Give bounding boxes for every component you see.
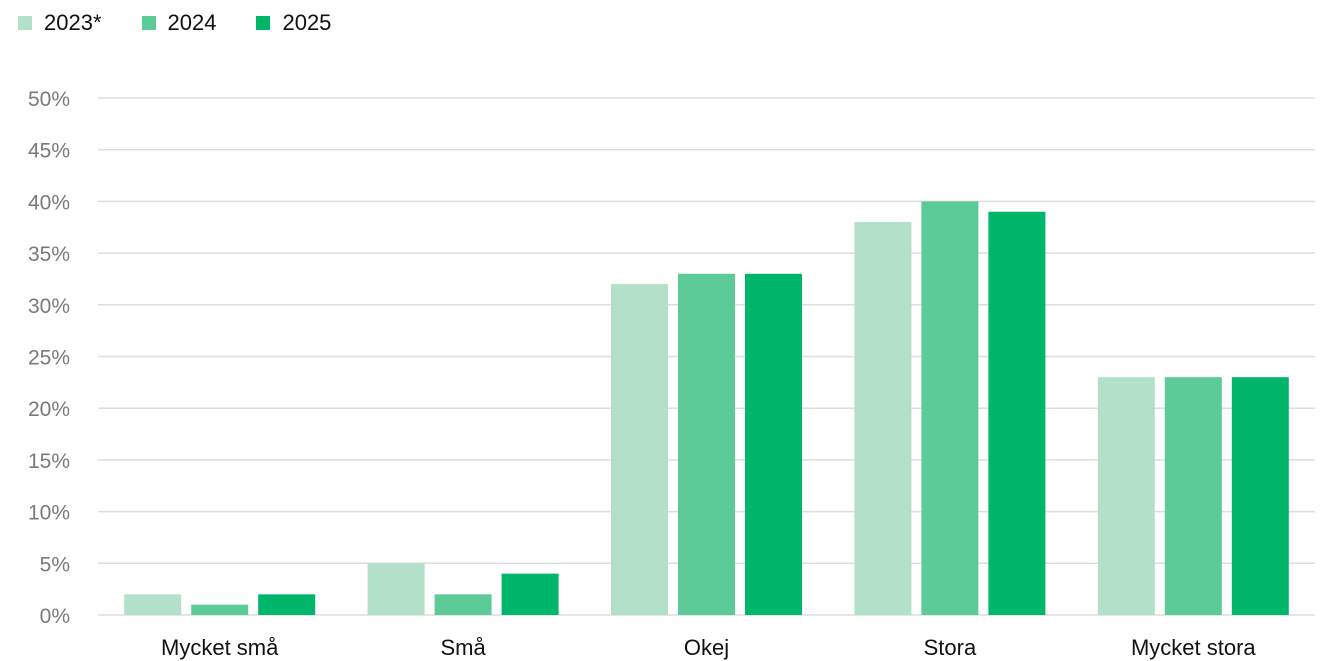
legend-swatch-2025 xyxy=(256,16,271,30)
y-tick-label: 25% xyxy=(28,347,70,370)
y-tick-label: 15% xyxy=(28,450,70,473)
legend-swatch-2024 xyxy=(141,16,156,30)
legend-item-2025: 2025 xyxy=(256,10,331,36)
bar xyxy=(854,222,912,615)
bars xyxy=(124,201,1289,616)
y-tick-label: 50% xyxy=(28,88,70,111)
y-tick-label: 35% xyxy=(28,243,70,266)
bar xyxy=(678,273,735,615)
bar xyxy=(1231,377,1289,615)
x-axis: Mycket små Små Okej Stora Mycket stora xyxy=(161,635,1256,660)
bar xyxy=(745,273,802,615)
legend-item-2023: 2023* xyxy=(18,10,102,36)
x-category-label: Okej xyxy=(684,635,729,660)
bar xyxy=(191,604,249,615)
legend-label-2024: 2024 xyxy=(167,10,217,35)
bar xyxy=(434,594,492,615)
y-tick-label: 10% xyxy=(28,502,70,525)
legend-swatch-2023 xyxy=(18,16,32,30)
x-category-label: Mycket stora xyxy=(1131,635,1256,660)
y-tick-label: 0% xyxy=(40,605,70,628)
legend-item-2024: 2024 xyxy=(141,10,217,36)
bar xyxy=(367,563,425,615)
legend-label-2023: 2023* xyxy=(44,10,102,35)
bar xyxy=(988,211,1046,616)
bar xyxy=(611,284,668,615)
x-category-label: Mycket små xyxy=(161,635,279,660)
legend-label-2025: 2025 xyxy=(282,10,332,35)
legend: 2023* 2024 2025 xyxy=(18,10,371,36)
y-tick-label: 5% xyxy=(40,553,70,576)
x-category-label: Små xyxy=(440,635,486,660)
bar xyxy=(1164,377,1222,615)
y-tick-label: 30% xyxy=(28,295,70,318)
bar xyxy=(124,594,182,615)
y-tick-label: 40% xyxy=(28,191,70,214)
x-category-label: Stora xyxy=(924,635,977,660)
bar xyxy=(501,573,559,615)
bar xyxy=(921,201,979,615)
y-tick-label: 45% xyxy=(28,140,70,163)
bar xyxy=(1097,377,1155,615)
y-axis: 0% 5% 10% 15% 20% 25% 30% 35% 40% 45% 50% xyxy=(28,88,70,628)
bar xyxy=(258,594,316,615)
y-tick-label: 20% xyxy=(28,398,70,421)
